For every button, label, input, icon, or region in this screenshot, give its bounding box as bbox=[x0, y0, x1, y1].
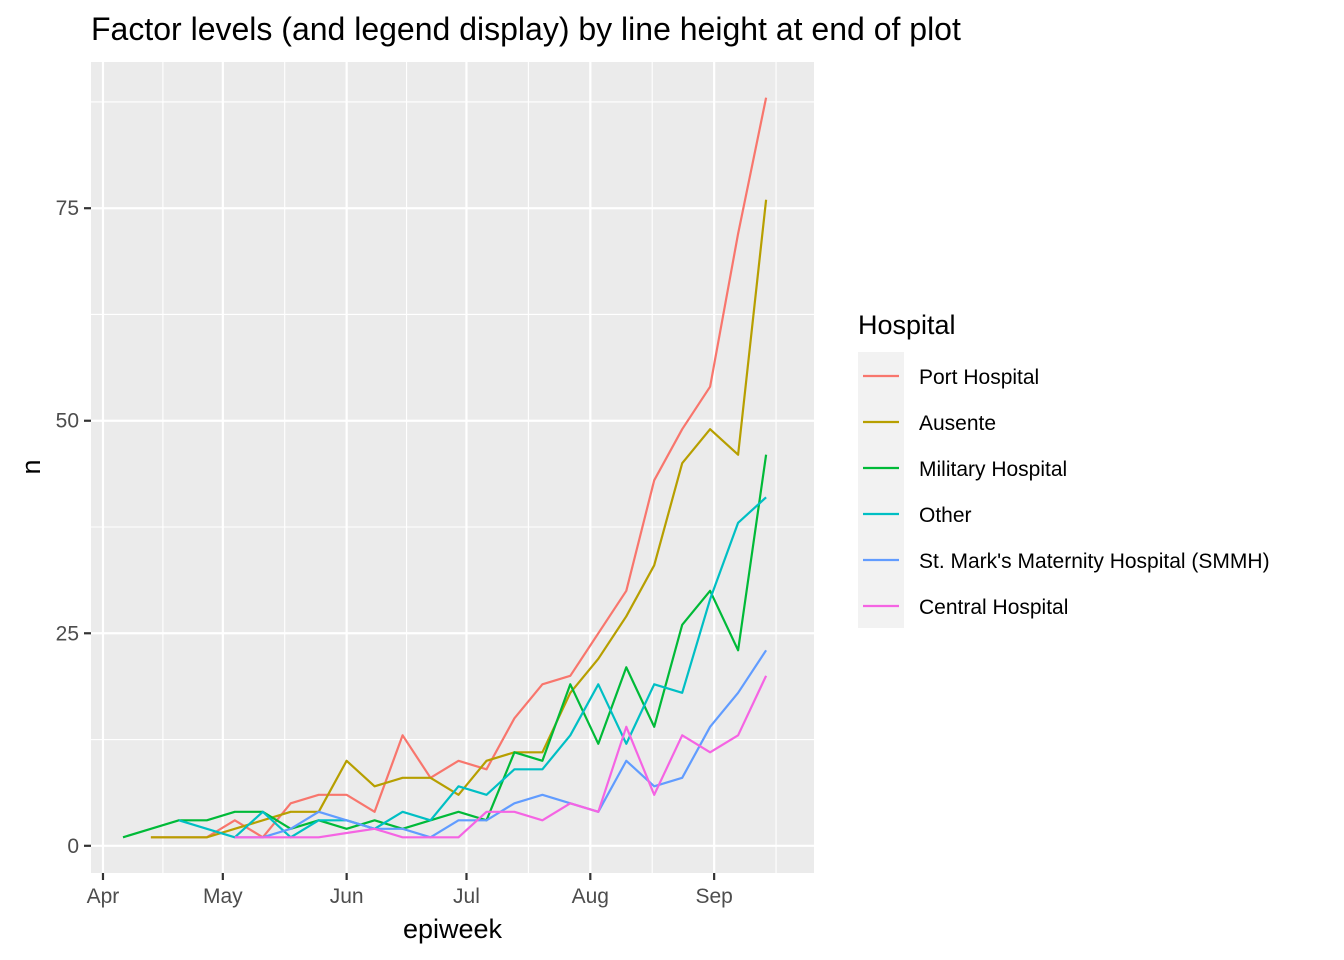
legend-label: Other bbox=[919, 504, 972, 527]
x-axis: Apr May Jun Jul Aug Sep bbox=[87, 873, 733, 908]
plot-panel bbox=[91, 62, 814, 873]
x-tick-label: Apr bbox=[87, 885, 120, 908]
series-lines bbox=[122, 97, 768, 839]
y-tick-label: 25 bbox=[56, 622, 79, 645]
x-tick-label: Sep bbox=[695, 885, 732, 908]
series-line-3 bbox=[122, 454, 768, 839]
series-line-1 bbox=[150, 97, 768, 839]
legend-title: Hospital bbox=[858, 310, 956, 340]
minor-gridlines bbox=[91, 62, 814, 873]
x-tick-label: Jun bbox=[330, 885, 364, 908]
x-axis-title: epiweek bbox=[403, 914, 503, 944]
series-line-6 bbox=[234, 675, 768, 839]
series-line-4 bbox=[178, 496, 767, 839]
y-tick-label: 50 bbox=[56, 410, 79, 433]
legend-label: Military Hospital bbox=[919, 458, 1067, 481]
chart-title: Factor levels (and legend display) by li… bbox=[91, 11, 961, 47]
y-tick-label: 75 bbox=[56, 197, 79, 220]
legend-items: Port Hospital Ausente Military Hospital Oth… bbox=[863, 366, 1270, 619]
series-line-2 bbox=[150, 199, 768, 839]
y-axis: 0 25 50 75 bbox=[56, 197, 91, 858]
x-tick-label: Jul bbox=[453, 885, 480, 908]
major-gridlines bbox=[91, 62, 814, 873]
legend-label: Central Hospital bbox=[919, 596, 1068, 619]
legend: Hospital Port Hospital Ausente Military Ho… bbox=[858, 310, 1270, 628]
y-tick-label: 0 bbox=[67, 835, 79, 858]
x-tick-label: Aug bbox=[572, 885, 609, 908]
legend-label: Ausente bbox=[919, 412, 996, 435]
legend-label: Port Hospital bbox=[919, 366, 1039, 389]
y-axis-title: n bbox=[16, 459, 46, 474]
legend-key-background bbox=[858, 352, 904, 628]
x-tick-label: May bbox=[203, 885, 243, 908]
legend-label: St. Mark's Maternity Hospital (SMMH) bbox=[919, 550, 1270, 573]
